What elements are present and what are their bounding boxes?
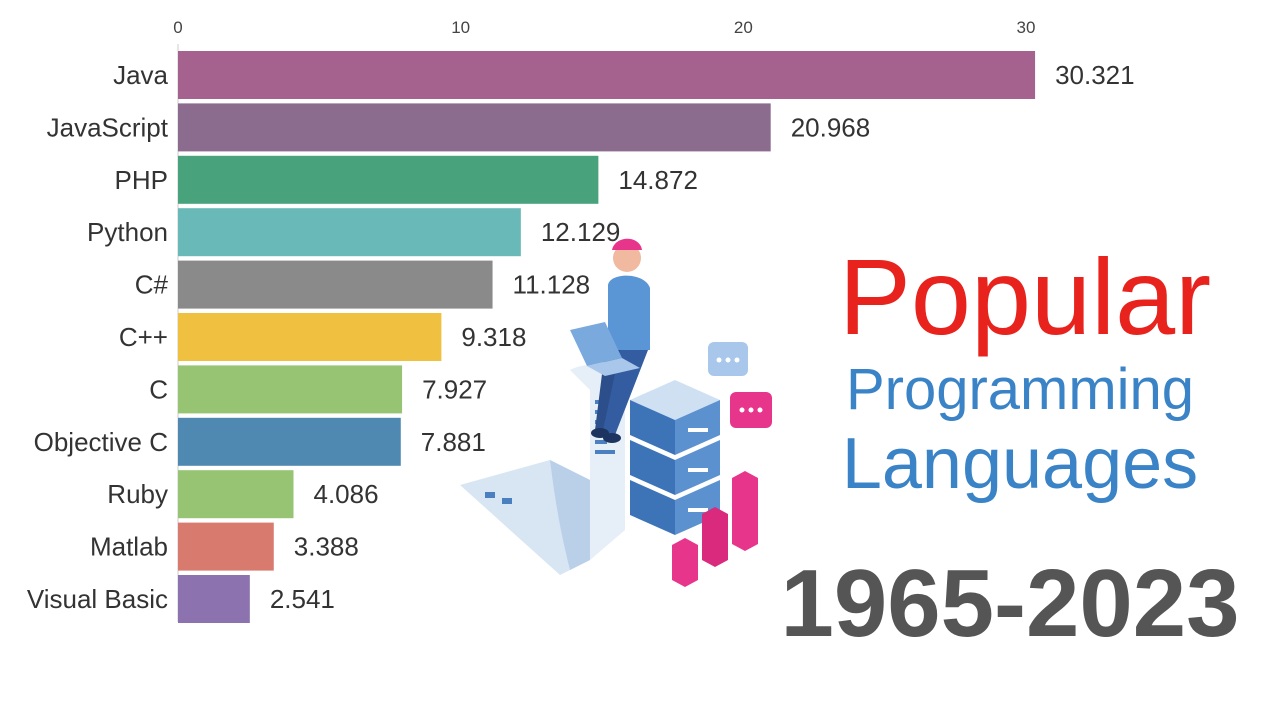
- category-label: PHP: [115, 165, 168, 195]
- category-label: C: [149, 374, 168, 404]
- bar: [178, 103, 771, 152]
- value-label: 3.388: [294, 532, 359, 562]
- server-stack-icon: [630, 380, 720, 535]
- category-label: C#: [135, 270, 169, 300]
- title-languages: Languages: [841, 424, 1199, 504]
- category-label: Ruby: [107, 479, 168, 509]
- x-tick-label: 0: [173, 18, 182, 37]
- bar: [178, 575, 250, 623]
- x-tick-label: 10: [451, 18, 470, 37]
- bar: [178, 522, 274, 571]
- value-label: 20.968: [791, 112, 871, 142]
- title-years: 1965-2023: [780, 550, 1240, 657]
- bar: [178, 155, 599, 204]
- bar: [178, 260, 493, 309]
- x-tick-label: 30: [1017, 18, 1036, 37]
- category-label: Matlab: [90, 532, 168, 562]
- value-label: 30.321: [1055, 60, 1135, 90]
- category-label: Objective C: [34, 427, 168, 457]
- category-label: Python: [87, 217, 168, 247]
- bar: [178, 417, 401, 466]
- value-label: 12.129: [541, 217, 621, 247]
- value-label: 7.927: [422, 374, 487, 404]
- developer-illustration: [460, 238, 772, 587]
- category-label: Java: [113, 60, 168, 90]
- bar-chart-icon: [672, 471, 758, 587]
- value-label: 2.541: [270, 584, 335, 614]
- bar: [178, 208, 521, 257]
- value-label: 4.086: [313, 479, 378, 509]
- value-label: 9.318: [461, 322, 526, 352]
- x-tick-label: 20: [734, 18, 753, 37]
- person-with-laptop-icon: [570, 238, 650, 443]
- bar: [178, 470, 294, 519]
- bar: [178, 365, 403, 414]
- title-programming: Programming: [845, 357, 1195, 422]
- chat-bubble-icon: [708, 342, 772, 428]
- bar: [178, 313, 442, 361]
- category-label: Visual Basic: [27, 584, 168, 614]
- value-label: 14.872: [618, 165, 698, 195]
- value-label: 7.881: [421, 427, 486, 457]
- category-label: JavaScript: [47, 112, 169, 142]
- bar: [178, 51, 1036, 99]
- title-popular: Popular: [838, 236, 1212, 357]
- category-label: C++: [119, 322, 168, 352]
- value-label: 11.128: [513, 270, 591, 300]
